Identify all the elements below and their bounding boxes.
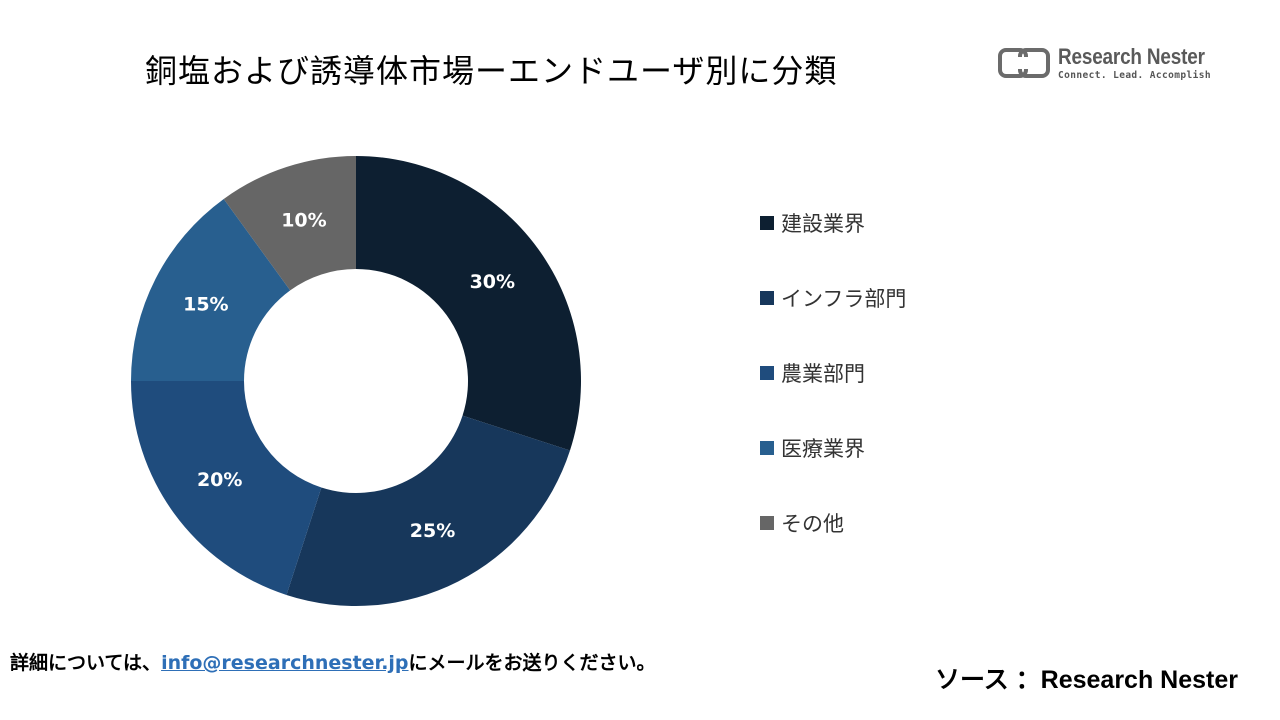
legend-label: インフラ部門 [781, 287, 907, 311]
chart-legend: 建設業界インフラ部門 農業部門医療業界その他 [760, 204, 906, 579]
research-nester-logo: Research Nester Connect. Lead. Accomplis… [998, 46, 1229, 81]
legend-swatch [760, 366, 774, 380]
email-link[interactable]: info@researchnester.jp [161, 652, 409, 674]
contact-note: 詳細については、info@researchnester.jpにメールをお送りくだ… [10, 648, 656, 675]
legend-swatch [760, 216, 774, 230]
legend-item-4: 医療業界 [760, 429, 906, 467]
legend-item-2: インフラ部門 [760, 279, 906, 317]
contact-suffix: にメールをお送りください。 [408, 652, 656, 674]
slice-4 [131, 198, 291, 381]
donut-chart: 30% 25% 20% 15% 10% [131, 156, 581, 606]
contact-prefix: 詳細については、 [10, 652, 162, 674]
logo-mark-icon [998, 48, 1050, 79]
slice-1 [356, 156, 581, 451]
slice-5 [223, 156, 356, 291]
legend-item-1: 建設業界 [760, 204, 906, 242]
slice-label-5: 10% [281, 210, 326, 232]
legend-swatch [760, 291, 774, 305]
slice-2 [286, 415, 570, 606]
legend-label: 農業部門 [781, 362, 865, 386]
legend-item-5: その他 [760, 504, 906, 542]
slice-label-3: 20% [197, 469, 242, 491]
source-note: ソース ：Research Nester [934, 666, 1238, 694]
slice-label-2: 25% [410, 520, 455, 542]
slice-label-1: 30% [470, 271, 515, 293]
legend-swatch [760, 516, 774, 530]
slice-3 [131, 381, 322, 595]
chart-title: 銅塩および誘導体市場ーエンドユーザ別に分類 [145, 52, 838, 90]
slice-label-4: 15% [183, 294, 228, 316]
legend-label: その他 [781, 512, 844, 536]
legend-item-3: 農業部門 [760, 354, 906, 392]
legend-swatch [760, 441, 774, 455]
legend-label: 医療業界 [781, 437, 865, 461]
logo-tagline: Connect. Lead. Accomplish [1058, 70, 1211, 81]
logo-name: Research Nester [1058, 44, 1205, 69]
legend-label: 建設業界 [781, 212, 865, 236]
